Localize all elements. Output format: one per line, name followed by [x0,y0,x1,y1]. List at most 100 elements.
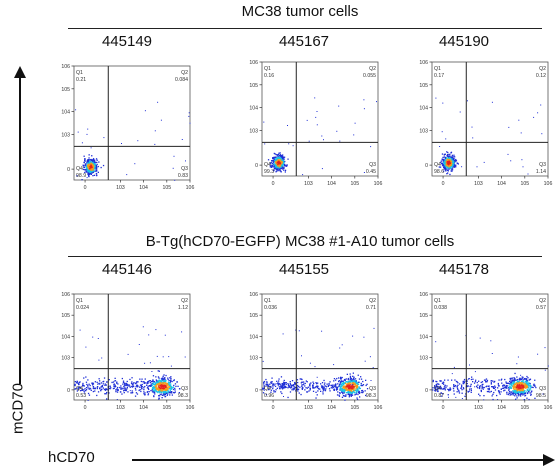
cell-event [164,380,166,382]
cell-event [141,388,143,390]
cell-event [521,383,523,385]
cell-event [458,392,461,394]
plot-frame [261,61,379,177]
cell-event [505,384,508,387]
cell-event [278,158,280,160]
y-tick-label: 0 [255,163,258,169]
cell-event [450,170,452,172]
cell-event [84,160,86,162]
cell-event [167,393,169,395]
cell-event [272,383,274,385]
cell-event [520,382,522,384]
cell-event [277,156,279,158]
cell-event [339,389,341,391]
cell-event [342,392,344,394]
cell-event [447,151,449,154]
cell-event [264,143,266,145]
sample-id: 445155 [278,261,330,278]
quadrant-value-q2: 0.71 [366,305,376,311]
cell-event [304,389,306,391]
cell-event [353,385,355,388]
cell-event [161,378,163,380]
cell-event [513,381,515,383]
y-tick-label: 103 [61,132,70,138]
cell-event [512,392,515,394]
cell-event [278,166,280,168]
cell-event [498,392,500,394]
cell-event [512,386,514,388]
cell-event [438,383,440,385]
cell-event [442,388,444,390]
cell-event [349,385,351,388]
cell-event [440,161,442,163]
cell-event [99,383,101,385]
cell-event [88,161,90,163]
cell-event [339,383,341,385]
cell-event [290,384,292,386]
cell-event [447,394,449,396]
cell-event [77,382,79,384]
cell-event [342,383,344,385]
cell-event [84,164,86,166]
cell-event [309,384,311,387]
cell-event [351,388,353,391]
cell-event [140,384,142,386]
cell-event [329,381,331,383]
cell-event [524,382,526,385]
cell-event [74,381,76,383]
cell-event [78,388,80,390]
cell-event [512,379,514,382]
cell-event [278,156,281,158]
cell-event [131,390,133,392]
cell-event [478,380,480,382]
cell-event [444,162,446,165]
cell-event [276,159,278,161]
cell-event [176,381,178,383]
cell-event [481,384,484,386]
cell-event [168,382,170,385]
quadrant-name-q2: Q2 [539,298,546,304]
cell-event [300,393,302,396]
cell-event [96,159,98,161]
cell-event [94,388,96,390]
x-tick-label: 103 [304,181,313,187]
cell-event [351,377,353,380]
cell-event [435,383,437,386]
cell-event [161,391,163,393]
cell-event [262,388,264,390]
cell-event [121,377,123,380]
cell-event [508,392,510,394]
cell-event [509,379,512,381]
cell-event [349,388,351,390]
cell-event [485,380,487,382]
cell-event [93,168,96,170]
cell-event [91,165,93,168]
cell-event [87,400,89,401]
cell-event [340,378,342,380]
cell-event [265,384,267,386]
cell-event [349,392,351,394]
cell-event [456,162,458,164]
cell-event [85,346,87,348]
cell-event [83,390,85,392]
cell-event [87,165,89,168]
x-tick-label: 106 [544,405,553,411]
cell-event [443,153,446,156]
cell-event [165,384,167,386]
cell-event [276,387,278,389]
cell-event [154,383,156,386]
cell-event [301,384,303,386]
cell-event [529,392,531,394]
cell-event [437,383,439,385]
cell-event [445,160,447,162]
cell-event [350,387,352,389]
cell-event [160,119,162,121]
cell-event [355,381,357,384]
cell-event [338,385,340,387]
cell-event [444,385,446,387]
cell-event [164,385,166,387]
cell-event [151,382,153,385]
cell-event [358,378,361,380]
cell-event [92,165,94,167]
cell-event [285,164,287,166]
